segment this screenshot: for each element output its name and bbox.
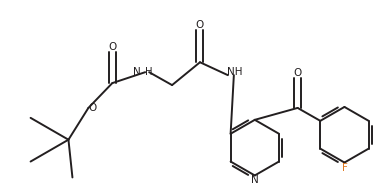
Text: O: O (88, 103, 97, 113)
Text: N: N (133, 67, 141, 77)
Text: O: O (293, 68, 302, 78)
Text: F: F (341, 162, 347, 172)
Text: NH: NH (227, 67, 242, 77)
Text: O: O (108, 42, 116, 52)
Text: H: H (145, 67, 152, 77)
Text: N: N (251, 175, 259, 185)
Text: O: O (196, 20, 204, 31)
